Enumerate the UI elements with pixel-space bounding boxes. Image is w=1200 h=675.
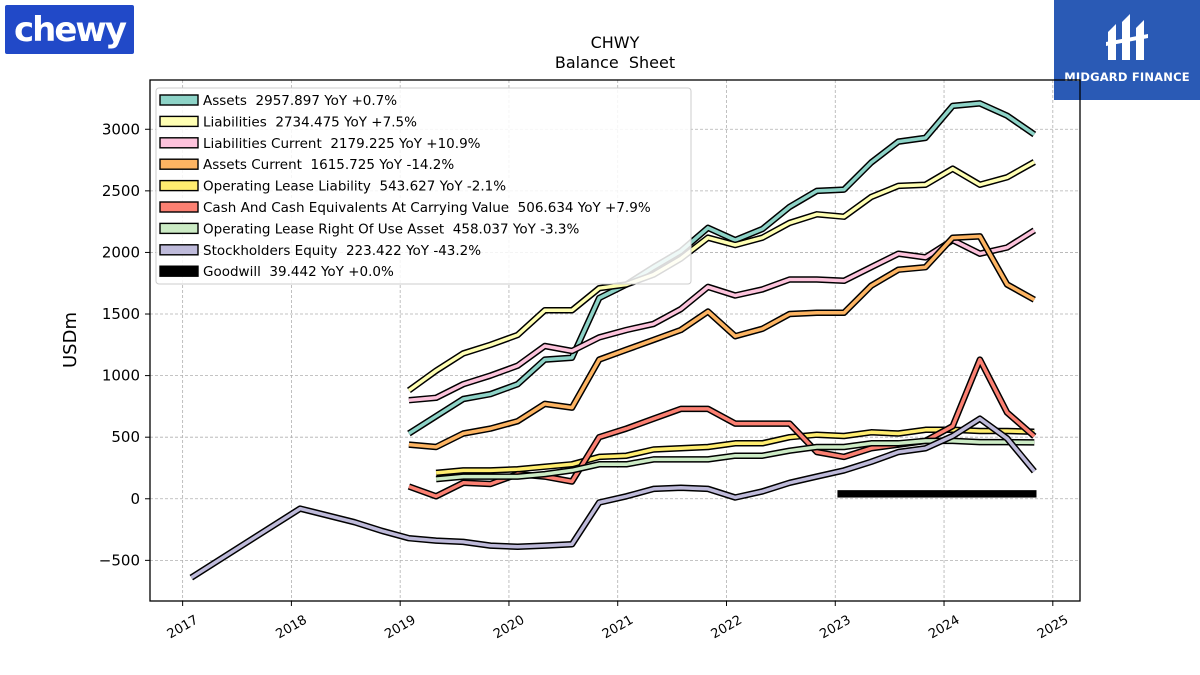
legend-entry-assets: Assets 2957.897 YoY +0.7% [203,93,397,109]
midgard-emblem-icon [1106,14,1148,60]
y-tick-label: 1500 [102,305,140,323]
stockholders-equity-line [190,416,1036,580]
x-tick-label: 2025 [1035,613,1071,643]
legend-swatch-liabilities-current [159,137,199,149]
liabilities-line [407,160,1036,392]
x-tick-label: 2023 [817,613,853,643]
legend-entry-operating-lease-liability: Operating Lease Liability 543.627 YoY -2… [203,179,506,195]
y-axis-label: USDm [60,312,81,368]
legend-swatch-assets [159,94,199,106]
legend-swatch-assets-current [159,158,199,170]
chart-subtitle: Balance Sheet [555,53,675,72]
legend-box [155,87,692,285]
legend-entry-liabilities: Liabilities 2734.475 YoY +7.5% [203,114,417,130]
legend-entry-goodwill: Goodwill 39.442 YoY +0.0% [203,264,394,280]
series-lines [189,100,1037,581]
legend-entry-liabilities-current: Liabilities Current 2179.225 YoY +10.9% [203,136,481,152]
y-tick-label: 0 [130,490,140,508]
goodwill-bar [837,490,1037,498]
chewy-logo: chewy [5,5,134,54]
midgard-finance-logo: MIDGARD FINANCE [1054,0,1200,100]
x-tick-label: 2019 [382,613,418,643]
legend-swatch-operating-lease-liability [159,179,199,192]
legend-entry-cash-and-cash-equivalents-at-carrying-value: Cash And Cash Equivalents At Carrying Va… [203,200,651,216]
legend-swatch-liabilities [159,115,199,128]
y-tick-label: 500 [111,428,140,446]
legend-swatch-goodwill [159,265,199,277]
y-tick-label: 1000 [102,367,140,385]
chewy-logo-text: chewy [14,9,127,50]
liabilities-current-line [408,228,1036,402]
plot-frame [149,79,1081,602]
x-tick-label: 2021 [600,613,636,643]
assets-current-line [408,234,1036,449]
chart-title: CHWY [591,33,640,52]
legend-swatch-cash-and-cash-equivalents-at-carrying-value [159,201,199,213]
legend: Assets 2957.897 YoY +0.7% Liabilities 273… [155,87,692,285]
operating-lease-liability-line [435,428,1035,475]
legend-entry-operating-lease-right-of-use-asset: Operating Lease Right Of Use Asset 458.0… [203,221,579,237]
midgard-logo-text: MIDGARD FINANCE [1064,70,1190,84]
legend-entry-assets-current: Assets Current 1615.725 YoY -14.2% [203,157,454,173]
x-tick-label: 2024 [926,613,962,643]
legend-swatch-stockholders-equity [159,244,199,256]
legend-entry-stockholders-equity: Stockholders Equity 223.422 YoY -43.2% [203,243,481,259]
x-tick-label: 2017 [165,613,201,643]
operating-lease-right-of-use-asset-line-outline [435,437,1035,483]
y-tick-label: −500 [99,551,140,569]
y-tick-label: 2000 [102,243,140,261]
assets-line [407,101,1036,435]
x-tick-label: 2020 [491,613,527,643]
y-tick-label: 3000 [102,120,140,138]
y-tick-label: 2500 [102,182,140,200]
legend-swatch-operating-lease-right-of-use-asset [159,222,199,235]
x-tick-label: 2018 [274,613,310,643]
x-tick-label: 2022 [709,613,745,643]
